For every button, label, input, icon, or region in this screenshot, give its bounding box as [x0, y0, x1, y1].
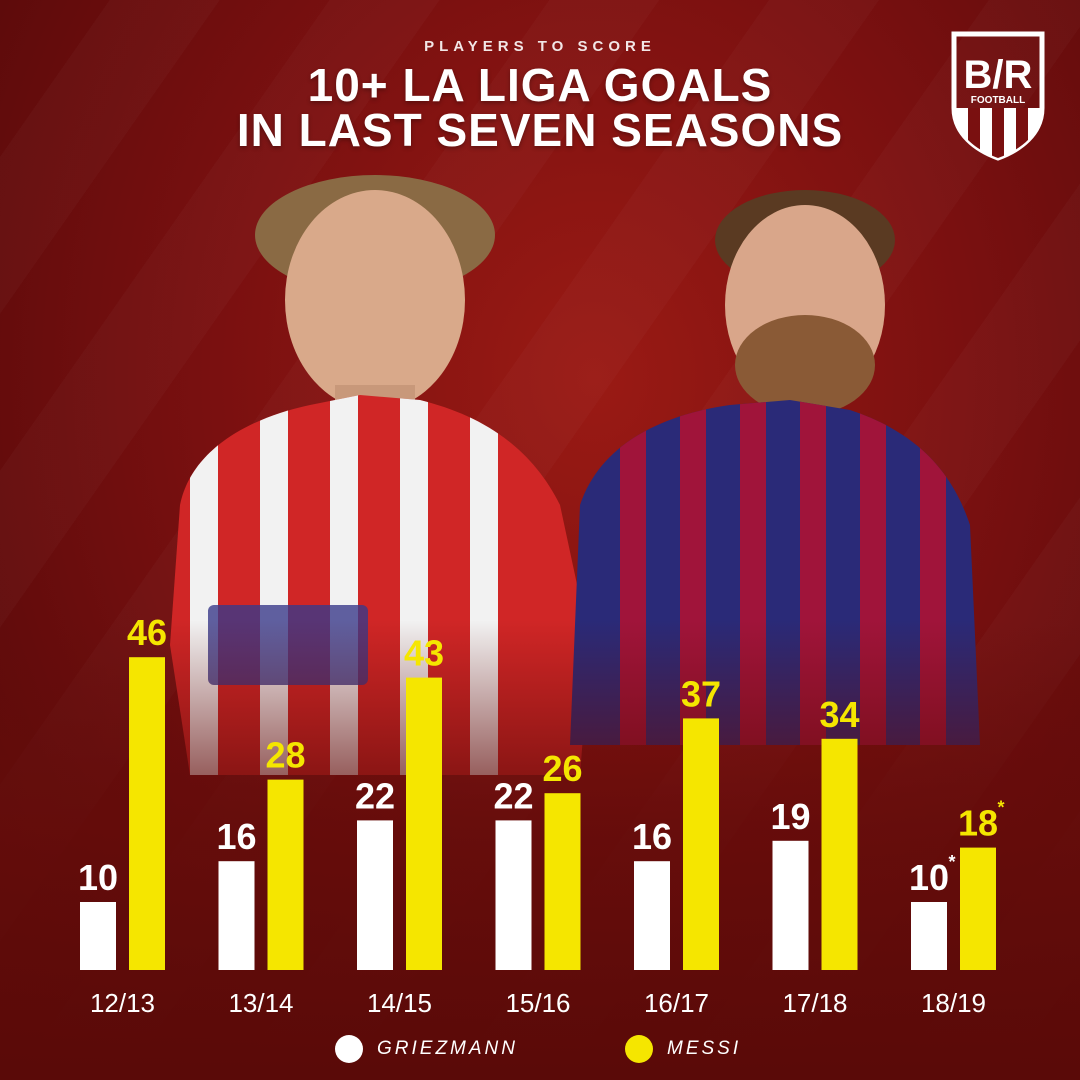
legend-item-messi: MESSI	[625, 1034, 741, 1064]
data-label-messi-0: 46	[127, 612, 167, 653]
br-football-shield-icon: B/R FOOTBALL	[951, 31, 1045, 161]
legend-dot-messi	[625, 1035, 653, 1063]
category-label-5: 17/18	[782, 988, 847, 1018]
data-label-messi-4: 37	[681, 673, 721, 714]
bar-griezmann-5	[772, 840, 809, 970]
bar-messi-5	[821, 738, 858, 970]
data-label-griezmann-2: 22	[355, 775, 395, 816]
bottom-fade	[0, 620, 1080, 1080]
data-label-asterisk-griezmann-6: *	[948, 852, 955, 872]
category-label-6: 18/19	[921, 988, 986, 1018]
data-label-asterisk-messi-6: *	[997, 798, 1004, 818]
bar-griezmann-3	[495, 820, 532, 970]
data-label-griezmann-5: 19	[770, 796, 810, 837]
legend-label-griezmann: GRIEZMANN	[377, 1038, 518, 1059]
bar-messi-3	[544, 793, 581, 970]
data-label-griezmann-4: 16	[632, 816, 672, 857]
category-label-4: 16/17	[644, 988, 709, 1018]
bar-messi-0	[129, 657, 165, 970]
legend-label-messi: MESSI	[667, 1038, 742, 1059]
bar-griezmann-2	[357, 820, 393, 970]
data-label-griezmann-0: 10	[78, 857, 118, 898]
title-line-2: IN LAST SEVEN SEASONS	[236, 104, 844, 156]
bar-griezmann-1	[218, 861, 255, 970]
data-label-griezmann-6: 10	[909, 857, 949, 898]
data-label-griezmann-3: 22	[493, 775, 533, 816]
logo-top-text: B/R	[964, 53, 1033, 97]
bar-messi-2	[406, 677, 442, 970]
bar-griezmann-6	[911, 902, 947, 970]
category-label-3: 15/16	[505, 988, 570, 1018]
category-label-0: 12/13	[90, 988, 155, 1018]
bar-messi-4	[683, 718, 719, 970]
bar-griezmann-4	[634, 861, 670, 970]
category-label-1: 13/14	[228, 988, 293, 1018]
bar-messi-6	[960, 847, 996, 970]
logo-bottom-text: FOOTBALL	[971, 95, 1025, 106]
legend-item-griezmann: GRIEZMANN	[335, 1034, 518, 1064]
category-label-2: 14/15	[367, 988, 432, 1018]
data-label-messi-6: 18	[958, 803, 998, 844]
legend-dot-griezmann	[335, 1035, 363, 1063]
legend: GRIEZMANN MESSI	[0, 1034, 1080, 1064]
title-kicker: PLAYERS TO SCORE	[424, 38, 656, 55]
data-label-griezmann-1: 16	[216, 816, 256, 857]
title-line-1: 10+ LA LIGA GOALS	[307, 59, 773, 111]
bar-messi-1	[267, 779, 304, 970]
bar-griezmann-0	[80, 902, 116, 970]
data-label-messi-1: 28	[265, 735, 305, 776]
data-label-messi-5: 34	[819, 694, 859, 735]
data-label-messi-2: 43	[404, 633, 444, 674]
data-label-messi-3: 26	[542, 748, 582, 789]
